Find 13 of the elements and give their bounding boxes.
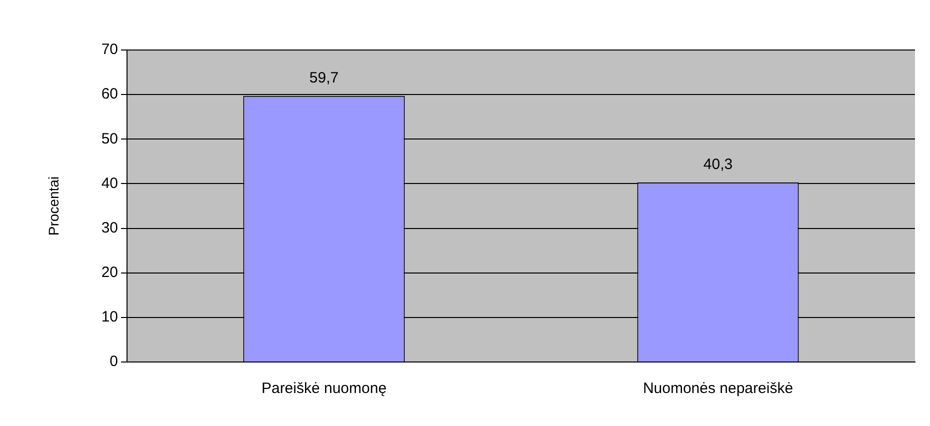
y-tick-label: 10 [101, 308, 118, 326]
y-tick-label: 30 [101, 219, 118, 236]
y-tick-label: 40 [101, 174, 118, 192]
data-label: 59,7 [309, 70, 339, 87]
y-tick-label: 0 [110, 353, 118, 370]
data-label: 40,3 [703, 156, 733, 174]
y-tick-label: 60 [101, 86, 118, 103]
y-tick-label: 20 [101, 264, 118, 281]
y-axis-title: Procentai [45, 176, 62, 236]
y-tick-label: 50 [101, 130, 118, 148]
x-tick-label: Nuomonės nepareiškė [642, 380, 794, 398]
x-tick-label: Pareiškė nuomonę [261, 380, 387, 398]
y-tick-label: 70 [101, 41, 118, 58]
